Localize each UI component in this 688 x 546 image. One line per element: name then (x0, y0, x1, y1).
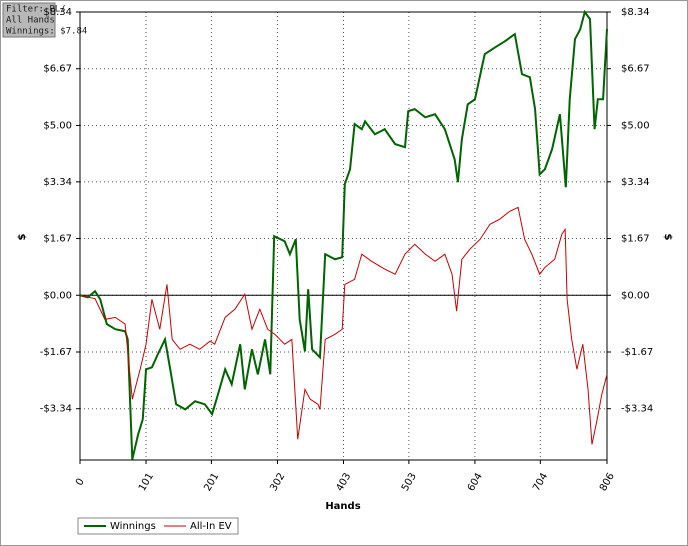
y-axis-label-right: $ (662, 234, 673, 241)
y-tick-label: $3.34 (43, 177, 72, 188)
y-tick-label-right: $0.00 (621, 290, 650, 301)
y-tick-label: $5.00 (43, 120, 72, 131)
y-tick-label: $6.67 (43, 64, 72, 75)
filter-line: All Hands (6, 16, 55, 26)
y-tick-label-right: $8.34 (621, 7, 650, 18)
y-tick-label: $0.00 (43, 290, 72, 301)
x-tick-label: 0 (74, 477, 87, 488)
series-line (79, 9, 608, 460)
filter-line: Filter: PL/ (6, 5, 66, 15)
y-tick-label: $8.34 (43, 7, 72, 18)
y-tick-label: $1.67 (43, 234, 72, 245)
filter-line: Winnings: $7.84 (6, 27, 87, 37)
y-tick-label-right: -$3.34 (621, 404, 653, 415)
legend-box (77, 517, 239, 535)
x-axis-label: Hands (325, 501, 360, 512)
plot-border (79, 11, 608, 461)
y-tick-label-right: $3.34 (621, 177, 650, 188)
y-tick-label-right: $6.67 (621, 64, 650, 75)
y-tick-label: -$1.67 (40, 347, 72, 358)
legend-label: All-In EV (190, 521, 232, 532)
legend-label: Winnings (110, 521, 156, 532)
y-tick-label-right: $5.00 (621, 120, 650, 131)
filter-box (2, 2, 56, 38)
y-axis-label: $ (17, 233, 28, 240)
y-tick-label-right: -$1.67 (621, 347, 653, 358)
y-tick-label-right: $1.67 (621, 234, 650, 245)
y-tick-label: -$3.34 (40, 404, 72, 415)
series-line (79, 206, 608, 445)
